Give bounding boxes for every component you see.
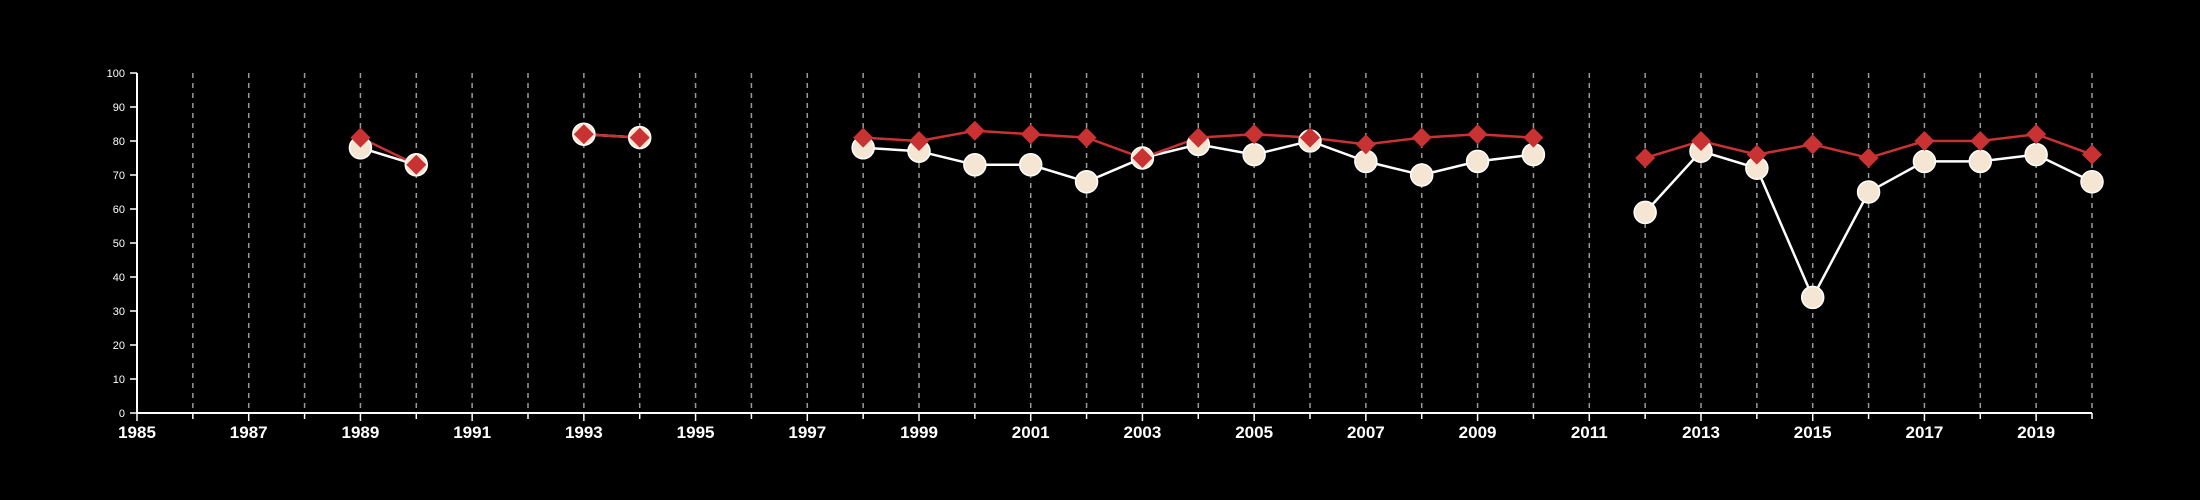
- series-2-point: [2082, 144, 2102, 165]
- series-1-point: [1409, 163, 1434, 187]
- y-tick-label: 0: [119, 408, 125, 420]
- series-2-point: [350, 127, 371, 148]
- x-tick-label: 1989: [342, 423, 380, 442]
- series-1-point: [2080, 170, 2104, 194]
- series-1-point: [1242, 142, 1266, 167]
- x-tick-label: 2003: [1124, 423, 1162, 442]
- x-tick-label: 2013: [1682, 423, 1720, 442]
- series-2-point: [1970, 131, 1991, 151]
- series-2-point: [1244, 124, 1265, 145]
- series-1-point: [963, 153, 987, 177]
- y-tick-label: 40: [113, 272, 125, 284]
- series-2-point: [964, 120, 985, 141]
- y-tick-label: 20: [113, 340, 125, 352]
- grid-lines: [192, 73, 2093, 413]
- series-2-point: [909, 131, 929, 151]
- y-tick-label: 30: [113, 306, 125, 318]
- series-2-point: [1746, 144, 1767, 165]
- series-1-point: [1856, 180, 1881, 204]
- series-1-point: [1912, 149, 1937, 174]
- x-tick-label: 2017: [1906, 423, 1944, 442]
- series-1-point: [1465, 149, 1490, 174]
- series-2-point: [629, 127, 650, 148]
- axes: 0 10 20 30 40 50 60 70 80 90 100 1985 1987 1989 1991 19…: [107, 68, 2093, 442]
- y-tick-label: 50: [113, 238, 125, 250]
- series-2-point: [1355, 134, 1376, 155]
- series-2-point: [1467, 124, 1488, 145]
- series-2-point: [406, 154, 427, 175]
- y-tick-label: 10: [113, 374, 125, 386]
- series-2-point: [853, 127, 874, 148]
- series-2-point: [1635, 148, 1656, 168]
- series-1-point: [1018, 153, 1043, 177]
- series-2-point: [1858, 148, 1879, 168]
- series-2-point: [1802, 134, 1823, 155]
- series-2-point: [1020, 124, 1041, 145]
- x-tick-label: 1985: [118, 423, 156, 442]
- series-2-point: [1914, 131, 1935, 151]
- x-tick-label: 1995: [677, 423, 715, 442]
- x-tick-label: 2001: [1012, 423, 1050, 442]
- series-1-point: [1800, 285, 1825, 310]
- series-2-point: [1523, 127, 1544, 148]
- y-tick-label: 80: [113, 136, 125, 148]
- x-tick-label: 2015: [1794, 423, 1832, 442]
- x-tick-label: 2011: [1571, 423, 1608, 442]
- y-tick-label: 60: [113, 204, 125, 216]
- series-2-point: [1411, 127, 1432, 148]
- series-1-point: [1968, 149, 1993, 174]
- x-tick-label: 1997: [788, 423, 826, 442]
- series-1-point: [1633, 200, 1657, 225]
- x-tick-label: 2019: [2017, 423, 2055, 442]
- series-2-point: [1076, 127, 1097, 148]
- series-1-point: [2024, 142, 2048, 167]
- x-tick-label: 1993: [565, 423, 603, 442]
- x-tick-label: 1987: [230, 423, 268, 442]
- x-tick-label: 2009: [1459, 423, 1497, 442]
- x-tick-label: 2005: [1235, 423, 1273, 442]
- y-tick-label: 100: [107, 68, 125, 80]
- x-tick-label: 1991: [453, 423, 491, 442]
- series-2-point: [1300, 127, 1320, 148]
- series-2-point: [2026, 124, 2047, 145]
- series-2-point: [573, 124, 594, 145]
- series-1-point: [1074, 170, 1099, 194]
- series-2-point: [1188, 127, 1209, 148]
- series-2-point: [1691, 131, 1711, 151]
- y-tick-label: 70: [113, 170, 125, 182]
- y-tick-label: 90: [113, 102, 125, 114]
- series-2-point: [1132, 148, 1153, 168]
- series: [348, 120, 2104, 310]
- x-tick-label: 2007: [1347, 423, 1385, 442]
- x-tick-label: 1999: [900, 423, 938, 442]
